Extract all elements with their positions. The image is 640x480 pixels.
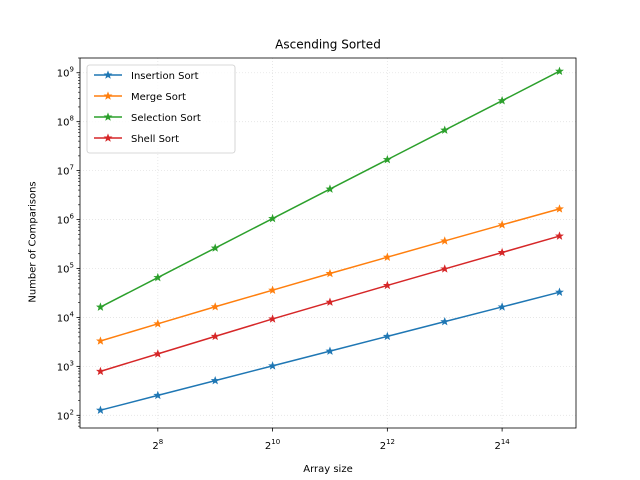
y-tick-label: 102 bbox=[57, 408, 74, 422]
y-tick-label: 105 bbox=[57, 261, 74, 275]
data-point bbox=[497, 302, 507, 311]
data-point bbox=[382, 280, 392, 290]
legend-label: Shell Sort bbox=[131, 134, 179, 145]
legend-label: Merge Sort bbox=[131, 92, 186, 103]
data-point bbox=[153, 349, 163, 358]
data-point bbox=[497, 96, 507, 105]
data-point bbox=[555, 66, 564, 75]
data-point bbox=[153, 319, 163, 328]
y-tick-label: 104 bbox=[57, 310, 75, 324]
x-tick-label: 212 bbox=[380, 438, 395, 452]
data-point bbox=[325, 268, 335, 278]
data-point bbox=[440, 236, 450, 245]
data-point bbox=[153, 272, 163, 282]
legend-marker bbox=[103, 112, 113, 121]
legend-label: Insertion Sort bbox=[131, 71, 199, 82]
data-point bbox=[96, 405, 105, 414]
axes-frame bbox=[79, 57, 577, 429]
y-tick-label: 109 bbox=[57, 66, 74, 80]
data-point bbox=[96, 366, 105, 376]
data-point bbox=[440, 125, 450, 134]
data-point bbox=[325, 184, 335, 193]
x-axis-label: Array size bbox=[303, 464, 353, 475]
data-point bbox=[440, 264, 450, 273]
y-tick-label: 107 bbox=[57, 164, 74, 178]
data-point bbox=[555, 287, 564, 296]
legend-marker bbox=[103, 70, 113, 79]
data-point bbox=[382, 252, 392, 261]
plot-area: 28 210 212 214 102 103 104 105 106 107 108 109 bbox=[57, 57, 577, 452]
data-point bbox=[555, 231, 564, 240]
legend-label: Selection Sort bbox=[131, 113, 201, 124]
data-point bbox=[497, 247, 507, 257]
data-point bbox=[96, 302, 105, 311]
data-point bbox=[497, 220, 507, 229]
chart-title: Ascending Sorted bbox=[275, 38, 381, 52]
x-tick-label: 210 bbox=[265, 438, 280, 452]
legend: Insertion Sort Merge Sort Selection Sort Sh… bbox=[86, 64, 236, 154]
data-point bbox=[153, 390, 163, 400]
legend-frame bbox=[86, 64, 236, 154]
legend-marker bbox=[103, 133, 113, 142]
data-point bbox=[210, 302, 220, 311]
data-point bbox=[382, 154, 392, 164]
data-point bbox=[382, 331, 392, 341]
y-axis-label: Number of Comparisons bbox=[28, 181, 39, 302]
y-tick-label: 103 bbox=[57, 359, 74, 373]
data-point bbox=[325, 297, 335, 306]
data-point bbox=[325, 346, 335, 355]
data-point bbox=[210, 375, 220, 385]
data-point bbox=[268, 314, 278, 323]
data-point bbox=[268, 361, 278, 370]
x-tick-label: 28 bbox=[152, 438, 163, 452]
y-tick-label: 106 bbox=[57, 213, 75, 227]
data-point bbox=[210, 243, 220, 252]
x-tick-label: 214 bbox=[494, 438, 510, 452]
data-point bbox=[210, 331, 220, 341]
data-point bbox=[555, 204, 564, 213]
y-tick-label: 108 bbox=[57, 115, 74, 129]
data-point bbox=[440, 317, 450, 326]
legend-marker bbox=[103, 91, 113, 100]
data-point bbox=[268, 285, 278, 294]
data-point bbox=[96, 336, 105, 345]
data-point bbox=[268, 213, 278, 223]
